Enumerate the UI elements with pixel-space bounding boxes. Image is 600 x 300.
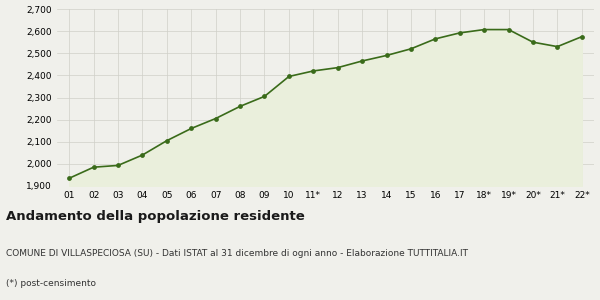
Point — [358, 58, 367, 63]
Point — [455, 31, 464, 35]
Text: Andamento della popolazione residente: Andamento della popolazione residente — [6, 210, 305, 223]
Point — [64, 176, 74, 181]
Point — [235, 104, 245, 109]
Text: (*) post-censimento: (*) post-censimento — [6, 279, 96, 288]
Point — [113, 163, 123, 168]
Point — [406, 46, 416, 51]
Point — [504, 27, 514, 32]
Point — [553, 44, 562, 49]
Point — [479, 27, 489, 32]
Point — [89, 165, 98, 170]
Point — [260, 94, 269, 99]
Point — [284, 74, 293, 79]
Point — [137, 153, 147, 158]
Text: COMUNE DI VILLASPECIOSA (SU) - Dati ISTAT al 31 dicembre di ogni anno - Elaboraz: COMUNE DI VILLASPECIOSA (SU) - Dati ISTA… — [6, 249, 468, 258]
Point — [333, 65, 343, 70]
Point — [162, 138, 172, 143]
Point — [187, 126, 196, 131]
Point — [308, 69, 318, 74]
Point — [528, 40, 538, 45]
Point — [577, 34, 587, 39]
Point — [211, 116, 220, 121]
Point — [431, 37, 440, 41]
Point — [382, 53, 391, 58]
